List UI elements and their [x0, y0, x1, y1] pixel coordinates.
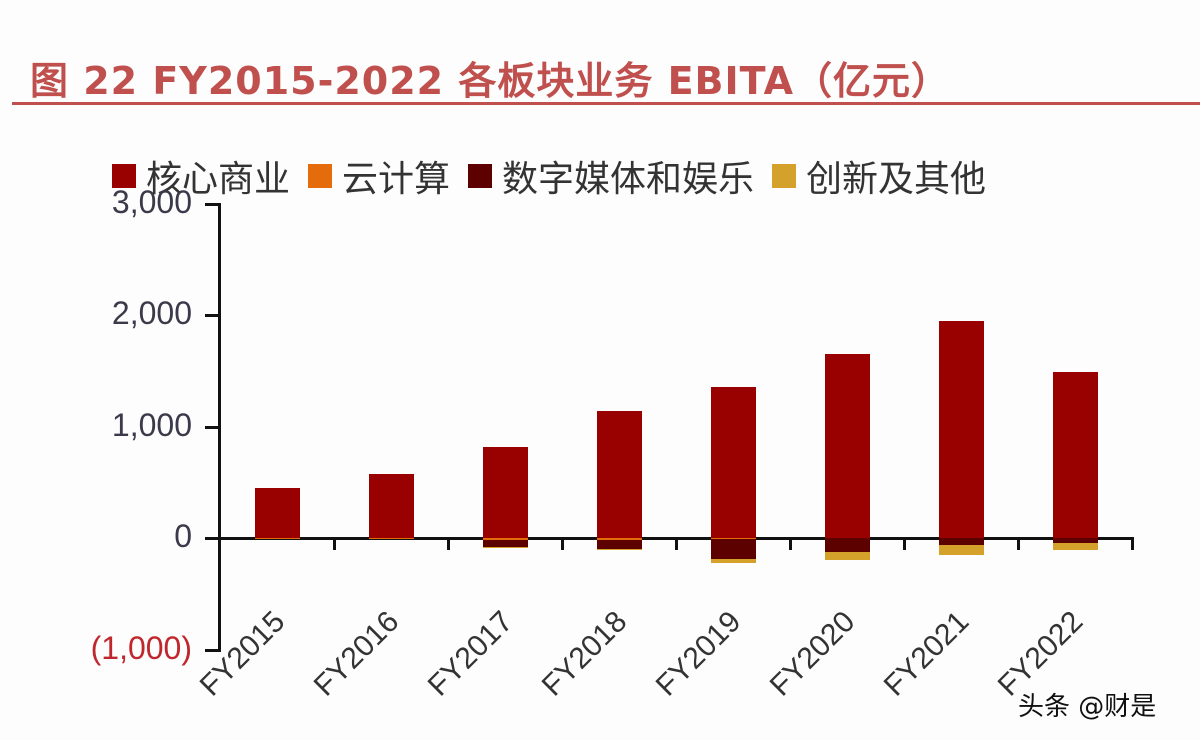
x-tick-label: FY2021 [877, 604, 976, 703]
bar-segment [711, 538, 756, 559]
x-tick-mark [903, 538, 906, 550]
y-tick-mark [205, 649, 219, 652]
legend-label: 创新及其他 [806, 159, 987, 200]
y-axis-line [218, 203, 221, 652]
legend-label: 核心商业 [146, 159, 291, 200]
x-tick-label: FY2016 [307, 604, 406, 703]
legend-swatch-icon [112, 164, 136, 188]
bar-segment [597, 539, 642, 549]
legend-item-innovation: 创新及其他 [772, 150, 986, 202]
y-tick-label: (1,000) [90, 630, 192, 666]
bar-segment [597, 538, 642, 540]
y-tick-mark [205, 537, 219, 540]
bar-segment [483, 447, 528, 538]
bar-segment [1053, 538, 1098, 544]
y-tick-mark [205, 203, 219, 206]
y-tick-mark [205, 426, 219, 429]
bar-segment [939, 538, 984, 545]
bar-segment [483, 540, 528, 547]
bar-segment [369, 538, 414, 540]
bar-segment [483, 538, 528, 541]
legend-swatch-icon [468, 164, 493, 188]
bar-segment [825, 538, 870, 553]
y-tick-label: 3,000 [111, 184, 192, 220]
bar-segment [1053, 371, 1098, 538]
bar-segment [711, 386, 756, 538]
x-tick-label: FY2015 [193, 604, 292, 703]
bar-segment [939, 321, 984, 538]
bar-segment [939, 544, 984, 555]
legend-swatch-icon [772, 164, 797, 188]
x-tick-label: FY2017 [421, 604, 520, 703]
watermark: 头条 @财是 [1018, 692, 1157, 722]
bar-segment [711, 538, 756, 539]
legend-item-cloud: 云计算 [308, 150, 450, 202]
legend-label: 云计算 [342, 159, 451, 200]
x-tick-mark [1017, 538, 1020, 550]
x-tick-mark [333, 538, 336, 550]
y-tick-mark [205, 314, 219, 317]
y-tick-label: 0 [174, 518, 192, 554]
x-axis-line [207, 537, 1134, 540]
legend-label: 数字媒体和娱乐 [502, 159, 755, 200]
y-tick-label: 2,000 [111, 295, 192, 331]
bar-segment [369, 473, 414, 538]
bar-segment [255, 538, 300, 540]
x-tick-label: FY2019 [649, 604, 748, 703]
bar-segment [711, 558, 756, 563]
legend: 核心商业 云计算 数字媒体和娱乐 创新及其他 [112, 150, 1004, 202]
bar-segment [483, 546, 528, 549]
bar-segment [825, 552, 870, 561]
x-tick-mark [561, 538, 564, 550]
legend-swatch-icon [308, 164, 333, 188]
x-tick-label: FY2020 [763, 604, 862, 703]
x-tick-mark [447, 538, 450, 550]
bar-segment [597, 410, 642, 538]
y-tick-label: 1,000 [111, 407, 192, 443]
legend-item-core-commerce: 核心商业 [112, 150, 290, 202]
chart-title: 图 22 FY2015-2022 各板块业务 EBITA（亿元） [30, 59, 951, 103]
legend-item-digital-media: 数字媒体和娱乐 [468, 150, 754, 202]
bar-segment [255, 487, 300, 538]
bar-segment [1053, 543, 1098, 550]
title-underline [12, 102, 1200, 105]
x-tick-mark [789, 538, 792, 550]
x-tick-label: FY2018 [535, 604, 634, 703]
bar-segment [825, 354, 870, 538]
x-tick-mark [1131, 538, 1134, 550]
bar-segment [597, 548, 642, 550]
x-tick-mark [675, 538, 678, 550]
